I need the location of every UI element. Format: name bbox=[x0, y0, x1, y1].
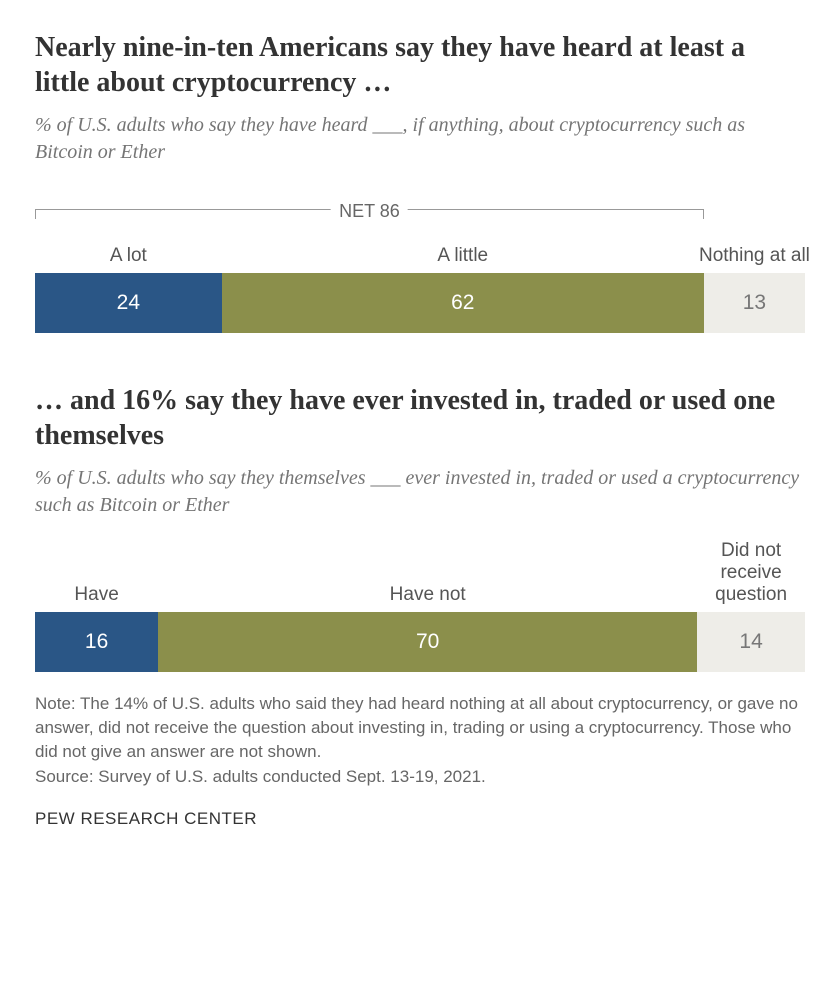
footer-text: PEW RESEARCH CENTER bbox=[35, 809, 805, 829]
chart1-label-1: A little bbox=[206, 245, 719, 267]
chart2-subtitle: % of U.S. adults who say they themselves… bbox=[35, 465, 805, 519]
note-text: Note: The 14% of U.S. adults who said th… bbox=[35, 692, 805, 763]
chart1-labels: A lot A little Nothing at all bbox=[35, 225, 805, 273]
chart1-title: Nearly nine-in-ten Americans say they ha… bbox=[35, 30, 805, 100]
chart2-bar: 16 70 14 bbox=[35, 612, 805, 672]
chart2-seg-2: 14 bbox=[697, 612, 805, 672]
chart1-bar: 24 62 13 bbox=[35, 273, 805, 333]
chart2-labels: Have Have not Did not receive question bbox=[35, 544, 805, 612]
chart2-seg-0: 16 bbox=[35, 612, 158, 672]
chart1-section: Nearly nine-in-ten Americans say they ha… bbox=[35, 30, 805, 333]
chart2-section: … and 16% say they have ever invested in… bbox=[35, 383, 805, 672]
chart2-wrap: Have Have not Did not receive question 1… bbox=[35, 544, 805, 672]
chart1-seg-1: 62 bbox=[222, 273, 704, 333]
chart1-wrap: NET 86 A lot A little Nothing at all 24 … bbox=[35, 191, 805, 333]
chart2-label-1: Have not bbox=[143, 584, 713, 606]
chart1-net-bracket: NET 86 bbox=[35, 191, 805, 219]
chart2-title: … and 16% say they have ever invested in… bbox=[35, 383, 805, 453]
chart1-seg-0: 24 bbox=[35, 273, 222, 333]
source-text: Source: Survey of U.S. adults conducted … bbox=[35, 767, 805, 787]
chart1-seg-2: 13 bbox=[704, 273, 805, 333]
chart2-label-2: Did not receive question bbox=[690, 540, 813, 606]
chart1-subtitle: % of U.S. adults who say they have heard… bbox=[35, 112, 805, 166]
chart1-net-label: NET 86 bbox=[331, 201, 408, 222]
chart1-label-2: Nothing at all bbox=[693, 245, 816, 267]
chart2-seg-1: 70 bbox=[158, 612, 697, 672]
chart1-label-0: A lot bbox=[20, 245, 237, 267]
